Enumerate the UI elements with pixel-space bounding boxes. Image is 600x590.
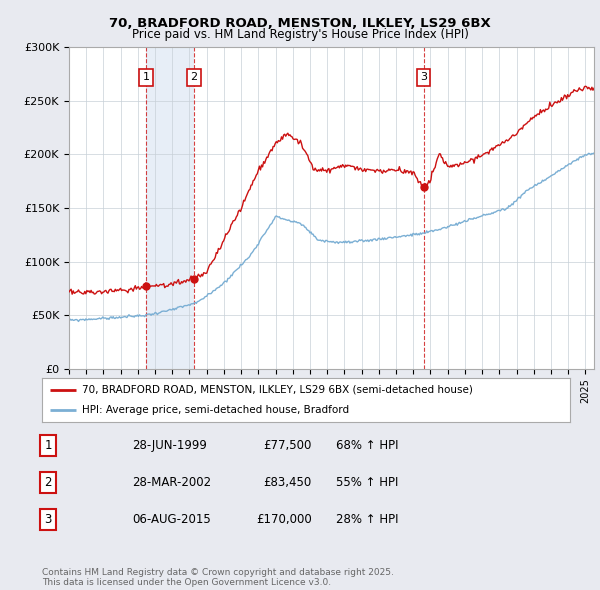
Text: Contains HM Land Registry data © Crown copyright and database right 2025.: Contains HM Land Registry data © Crown c… bbox=[42, 568, 394, 577]
Text: 28-JUN-1999: 28-JUN-1999 bbox=[132, 439, 207, 452]
Text: 2: 2 bbox=[44, 476, 52, 489]
Text: 68% ↑ HPI: 68% ↑ HPI bbox=[336, 439, 398, 452]
Text: Price paid vs. HM Land Registry's House Price Index (HPI): Price paid vs. HM Land Registry's House … bbox=[131, 28, 469, 41]
Text: 2: 2 bbox=[190, 72, 197, 82]
Text: 70, BRADFORD ROAD, MENSTON, ILKLEY, LS29 6BX: 70, BRADFORD ROAD, MENSTON, ILKLEY, LS29… bbox=[109, 17, 491, 30]
Text: 1: 1 bbox=[143, 72, 150, 82]
Text: HPI: Average price, semi-detached house, Bradford: HPI: Average price, semi-detached house,… bbox=[82, 405, 349, 415]
Text: 70, BRADFORD ROAD, MENSTON, ILKLEY, LS29 6BX (semi-detached house): 70, BRADFORD ROAD, MENSTON, ILKLEY, LS29… bbox=[82, 385, 472, 395]
Text: £77,500: £77,500 bbox=[263, 439, 312, 452]
Text: 06-AUG-2015: 06-AUG-2015 bbox=[132, 513, 211, 526]
Text: £83,450: £83,450 bbox=[264, 476, 312, 489]
Bar bbox=[146, 47, 194, 369]
Text: 28% ↑ HPI: 28% ↑ HPI bbox=[336, 513, 398, 526]
Text: This data is licensed under the Open Government Licence v3.0.: This data is licensed under the Open Gov… bbox=[42, 578, 331, 587]
Text: 1: 1 bbox=[44, 439, 52, 452]
Text: 3: 3 bbox=[44, 513, 52, 526]
Text: 28-MAR-2002: 28-MAR-2002 bbox=[132, 476, 211, 489]
Text: 3: 3 bbox=[420, 72, 427, 82]
Text: £170,000: £170,000 bbox=[256, 513, 312, 526]
Text: 55% ↑ HPI: 55% ↑ HPI bbox=[336, 476, 398, 489]
